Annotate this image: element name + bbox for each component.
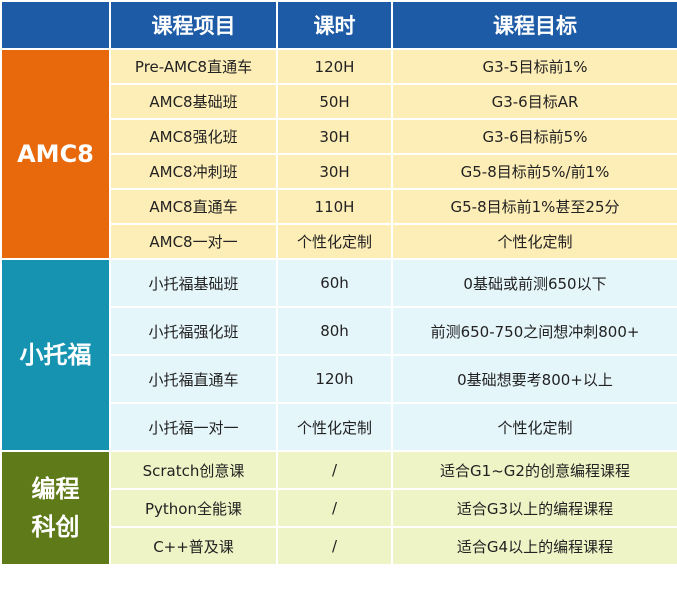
course-hours: 80h (276, 306, 393, 356)
course-goal: G3-6目标前5% (391, 118, 677, 155)
table-row: AMC8直通车 110H G5-8目标前1%甚至25分 (1, 188, 677, 225)
course-hours: 110H (276, 188, 393, 225)
course-goal: G5-8目标前5%/前1% (391, 153, 677, 190)
category-cell: 小托福 (0, 258, 111, 452)
course-name: 小托福基础班 (109, 258, 278, 308)
table-row: AMC8冲刺班 30H G5-8目标前5%/前1% (1, 153, 677, 190)
course-goal: 0基础或前测650以下 (391, 258, 677, 308)
course-goal: 0基础想要考800+以上 (391, 354, 677, 404)
course-hours: 个性化定制 (276, 223, 393, 260)
table-row: AMC8强化班 30H G3-6目标前5% (1, 118, 677, 155)
category-cell: 编程 科创 (0, 450, 111, 566)
course-hours: / (276, 450, 393, 490)
course-name: 小托福强化班 (109, 306, 278, 356)
course-hours: 120h (276, 354, 393, 404)
course-hours: / (276, 526, 393, 566)
table-row: C++普及课 / 适合G4以上的编程课程 (1, 526, 677, 566)
course-goal: G5-8目标前1%甚至25分 (391, 188, 677, 225)
table-row: 小托福直通车 120h 0基础想要考800+以上 (1, 354, 677, 404)
course-name: Pre-AMC8直通车 (109, 48, 278, 85)
header-goal: 课程目标 (391, 0, 677, 50)
course-hours: 个性化定制 (276, 402, 393, 452)
course-name: C++普及课 (109, 526, 278, 566)
table-row: 小托福强化班 80h 前测650-750之间想冲刺800+ (1, 306, 677, 356)
table-row: Python全能课 / 适合G3以上的编程课程 (1, 488, 677, 528)
course-name: AMC8冲刺班 (109, 153, 278, 190)
course-goal: 适合G3以上的编程课程 (391, 488, 677, 528)
course-name: AMC8直通车 (109, 188, 278, 225)
course-name: AMC8基础班 (109, 83, 278, 120)
course-hours: 50H (276, 83, 393, 120)
course-name: 小托福直通车 (109, 354, 278, 404)
category-cell: AMC8 (0, 48, 111, 260)
table-row: AMC8 Pre-AMC8直通车 120H G3-5目标前1% (0, 48, 677, 260)
header-course: 课程项目 (109, 0, 278, 50)
header-row: 课程项目 课时 课程目标 (0, 0, 677, 50)
course-goal: 适合G4以上的编程课程 (391, 526, 677, 566)
course-goal: 个性化定制 (391, 223, 677, 260)
course-name: AMC8一对一 (109, 223, 278, 260)
course-name: AMC8强化班 (109, 118, 278, 155)
course-goal: 适合G1~G2的创意编程课程 (391, 450, 677, 490)
course-goal: G3-5目标前1% (391, 48, 677, 85)
course-hours: 30H (276, 153, 393, 190)
course-goal: G3-6目标AR (391, 83, 677, 120)
course-goal: 前测650-750之间想冲刺800+ (391, 306, 677, 356)
table-row: 编程 科创 Scratch创意课 / 适合G1~G2的创意编程课程 (0, 450, 677, 566)
table-row: 小托福 小托福基础班 60h 0基础或前测650以下 (0, 258, 677, 452)
course-name: Scratch创意课 (109, 450, 278, 490)
course-hours: 60h (276, 258, 393, 308)
table-row: AMC8基础班 50H G3-6目标AR (1, 83, 677, 120)
course-table: 课程项目 课时 课程目标 AMC8 Pre-AMC8直通车 120H G3-5目标前1… (0, 0, 677, 566)
course-hours: 30H (276, 118, 393, 155)
course-hours: 120H (276, 48, 393, 85)
course-name: 小托福一对一 (109, 402, 278, 452)
course-name: Python全能课 (109, 488, 278, 528)
course-hours: / (276, 488, 393, 528)
table-row: AMC8一对一 个性化定制 个性化定制 (1, 223, 677, 260)
course-goal: 个性化定制 (391, 402, 677, 452)
header-hours: 课时 (276, 0, 393, 50)
table-row: 小托福一对一 个性化定制 个性化定制 (1, 402, 677, 452)
header-blank (0, 0, 111, 50)
